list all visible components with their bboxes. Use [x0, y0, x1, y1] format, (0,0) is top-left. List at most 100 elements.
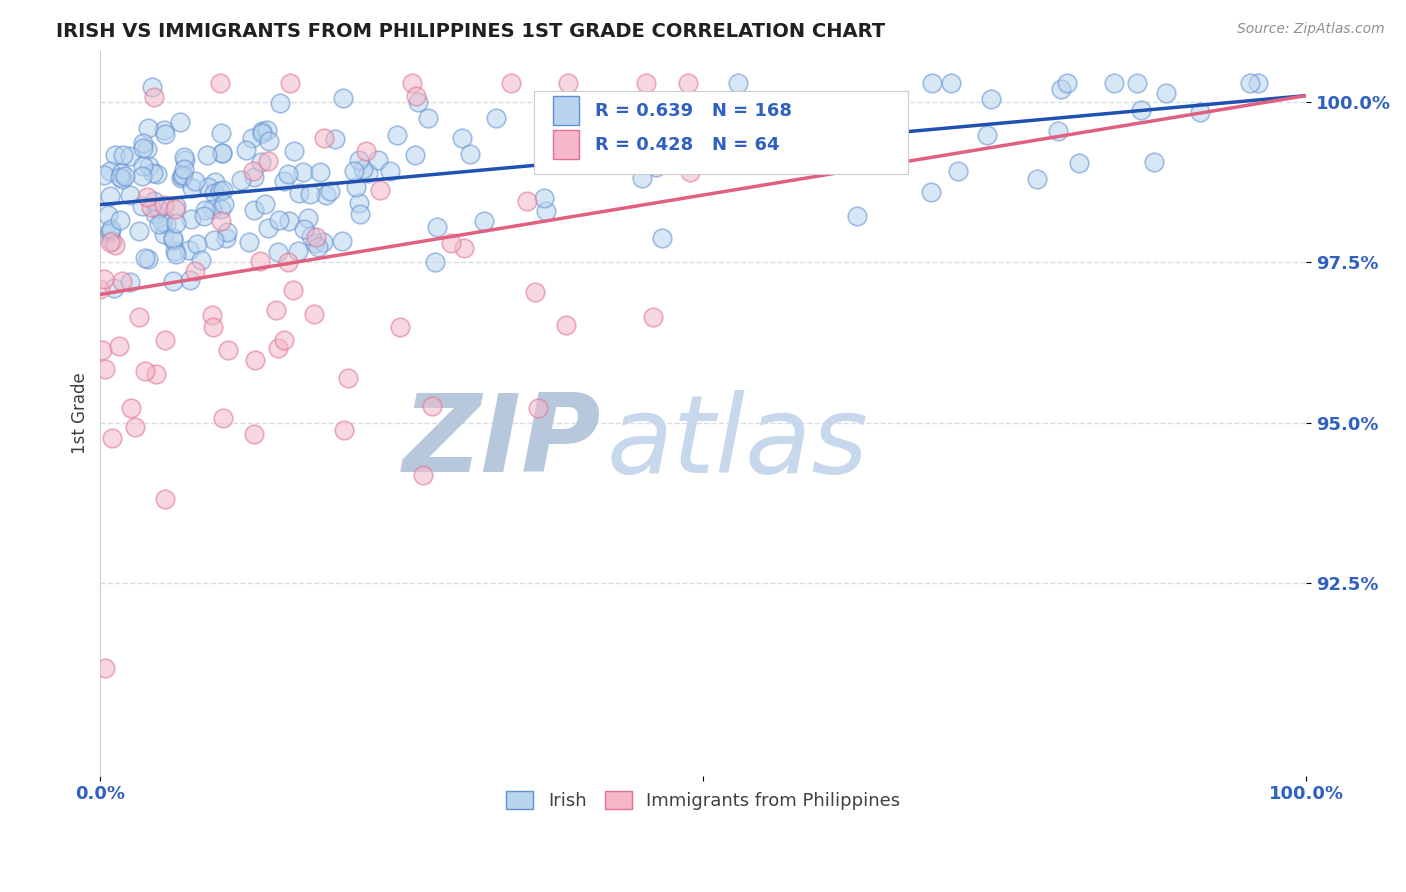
Point — [98, 226, 121, 240]
Point — [484, 112, 506, 126]
Point — [103, 280, 125, 294]
Point — [367, 153, 389, 167]
Point — [212, 411, 235, 425]
Point — [401, 76, 423, 90]
Point — [134, 364, 156, 378]
Point — [630, 170, 652, 185]
Point — [1239, 76, 1261, 90]
Point — [243, 353, 266, 368]
Point — [131, 136, 153, 150]
Point — [190, 253, 212, 268]
Point — [100, 189, 122, 203]
Text: R = 0.428   N = 64: R = 0.428 N = 64 — [595, 136, 779, 154]
Point — [100, 431, 122, 445]
Point — [162, 274, 184, 288]
Point — [318, 184, 340, 198]
Point — [277, 255, 299, 269]
Point — [165, 244, 187, 258]
Point — [980, 92, 1002, 106]
Point — [201, 308, 224, 322]
Point — [267, 213, 290, 227]
Point — [292, 165, 315, 179]
Point — [256, 221, 278, 235]
Point — [131, 199, 153, 213]
Point — [554, 318, 576, 332]
Point — [217, 343, 239, 357]
Point — [651, 231, 673, 245]
Point — [250, 155, 273, 169]
Point — [1129, 103, 1152, 117]
Point — [238, 235, 260, 249]
Point — [257, 134, 280, 148]
Point — [250, 124, 273, 138]
Point — [458, 147, 481, 161]
Point — [141, 80, 163, 95]
Point — [404, 148, 426, 162]
Point — [426, 220, 449, 235]
FancyBboxPatch shape — [534, 91, 908, 174]
Point — [256, 123, 278, 137]
Point — [162, 231, 184, 245]
Point — [142, 194, 165, 208]
Text: R = 0.639   N = 168: R = 0.639 N = 168 — [595, 102, 792, 120]
Point — [120, 401, 142, 415]
Point — [153, 333, 176, 347]
Point — [356, 144, 378, 158]
Point — [204, 175, 226, 189]
Point — [165, 247, 187, 261]
Point — [242, 203, 264, 218]
Point — [184, 174, 207, 188]
Point — [136, 252, 159, 266]
Point — [267, 341, 290, 355]
Point — [304, 235, 326, 250]
Point — [211, 146, 233, 161]
Point — [312, 131, 335, 145]
Point — [208, 184, 231, 198]
Point — [636, 76, 658, 90]
Point — [132, 160, 155, 174]
Point — [136, 121, 159, 136]
Point — [273, 333, 295, 347]
Point — [111, 147, 134, 161]
Point — [472, 214, 495, 228]
Point — [1056, 76, 1078, 90]
Point — [142, 165, 165, 179]
Point — [249, 253, 271, 268]
Point — [278, 214, 301, 228]
Point — [150, 215, 173, 229]
Point — [1046, 123, 1069, 137]
Point — [288, 186, 311, 200]
Point — [1026, 172, 1049, 186]
Point — [423, 254, 446, 268]
Point — [323, 132, 346, 146]
Point — [920, 185, 942, 199]
Point — [380, 163, 402, 178]
Point — [170, 171, 193, 186]
Point — [108, 339, 131, 353]
Point — [155, 492, 177, 507]
Point — [281, 283, 304, 297]
Point — [202, 234, 225, 248]
Point — [153, 127, 176, 141]
Point — [91, 343, 114, 358]
Point — [336, 371, 359, 385]
Point — [165, 199, 187, 213]
Point — [242, 164, 264, 178]
Point — [405, 89, 427, 103]
Point — [921, 76, 943, 90]
Point — [297, 211, 319, 225]
Point — [1050, 82, 1073, 96]
Point — [343, 164, 366, 178]
Point — [1126, 76, 1149, 90]
Point — [153, 123, 176, 137]
Point — [98, 164, 121, 178]
Point — [173, 162, 195, 177]
Point — [215, 231, 238, 245]
Point — [311, 235, 333, 249]
Point — [344, 180, 367, 194]
Point — [243, 170, 266, 185]
Point — [305, 230, 328, 244]
Point — [134, 251, 156, 265]
Point — [212, 197, 235, 211]
Point — [820, 141, 842, 155]
